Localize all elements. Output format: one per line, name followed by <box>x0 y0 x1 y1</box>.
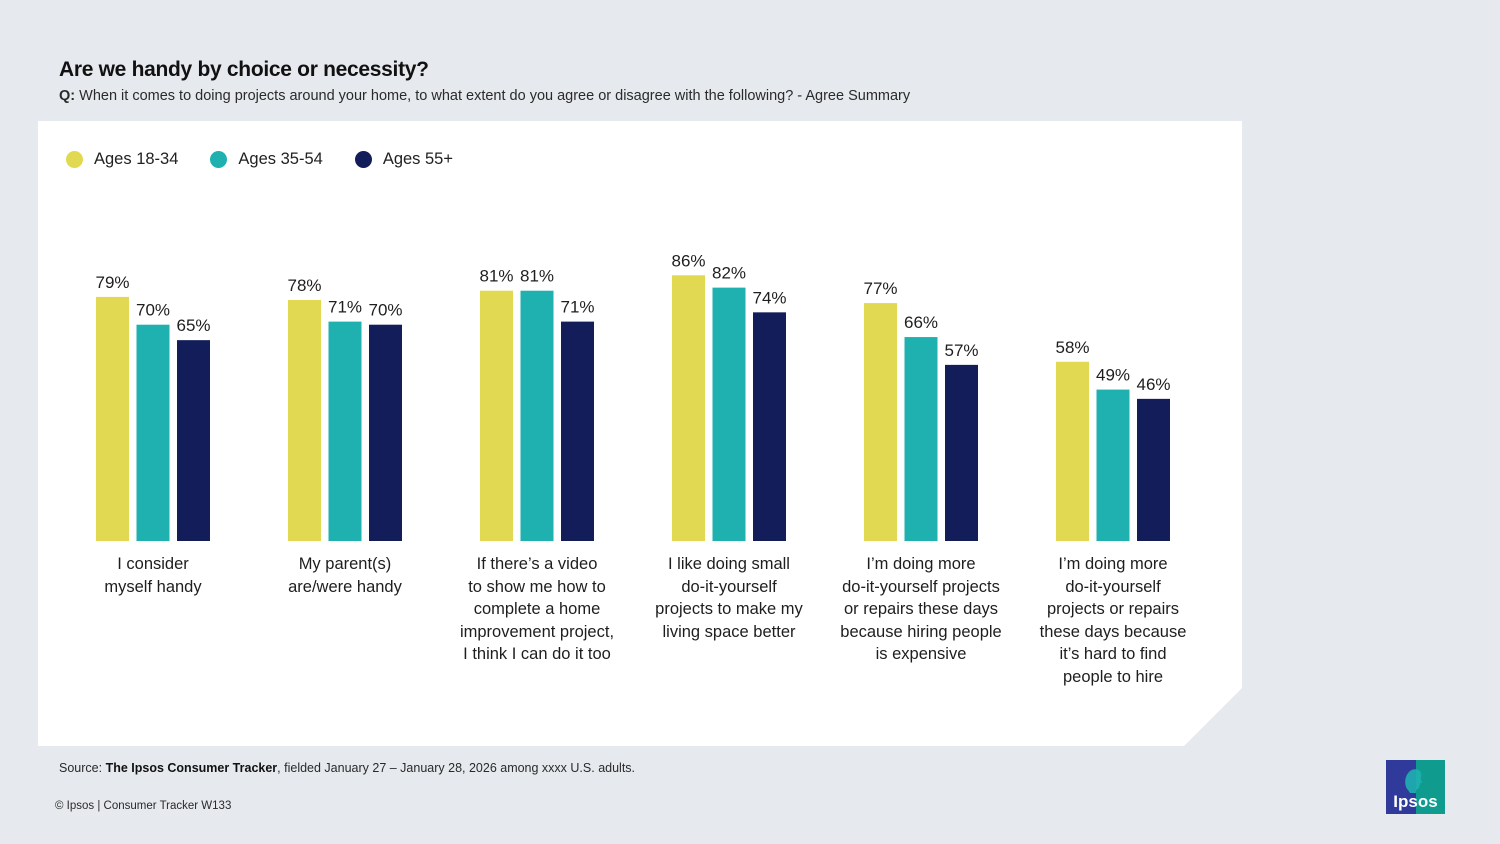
bar-ages-35-54-cat-5 <box>904 337 938 541</box>
bar-ages-18-34-cat-3 <box>480 290 513 541</box>
legend-swatch-ages-18-34 <box>66 151 83 168</box>
data-label: 46% <box>1136 375 1170 394</box>
chart-panel <box>38 121 1242 746</box>
category-label-2: My parent(s) are/were handy <box>288 555 402 596</box>
data-label: 70% <box>136 301 170 320</box>
source-name: The Ipsos Consumer Tracker <box>105 761 278 775</box>
data-label: 71% <box>560 298 594 317</box>
ipsos-logo: Ipsos <box>1386 760 1445 814</box>
bar-ages-35-54-cat-2 <box>328 321 362 541</box>
bar-ages-55-cat-1 <box>177 340 210 541</box>
logo-text: Ipsos <box>1393 792 1437 811</box>
data-label: 66% <box>904 313 938 332</box>
bar-ages-35-54-cat-1 <box>136 324 170 541</box>
data-label: 49% <box>1096 366 1130 385</box>
source-note: Source: The Ipsos Consumer Tracker, fiel… <box>59 761 635 775</box>
category-label-6: I’m doing more do-it-yourself projects o… <box>1039 555 1187 686</box>
chart-legend: Ages 18-34 Ages 35-54 Ages 55+ <box>66 150 453 169</box>
bar-ages-18-34-cat-1 <box>96 296 129 541</box>
category-label-1: I consider myself handy <box>104 555 202 596</box>
bar-ages-35-54-cat-6 <box>1096 389 1130 541</box>
data-label: 81% <box>520 267 554 286</box>
bar-ages-55-cat-3 <box>561 321 594 541</box>
data-label: 86% <box>671 251 705 270</box>
data-label: 78% <box>287 276 321 295</box>
survey-question: Q: When it comes to doing projects aroun… <box>59 88 910 104</box>
legend-item-ages-35-54: Ages 35-54 <box>210 150 323 169</box>
bar-ages-18-34-cat-2 <box>288 299 321 541</box>
bar-ages-18-34-cat-5 <box>864 303 897 541</box>
data-label: 65% <box>176 316 210 335</box>
legend-label: Ages 18-34 <box>94 150 179 168</box>
question-text: When it comes to doing projects around y… <box>79 88 911 104</box>
bar-ages-18-34-cat-4 <box>672 275 705 541</box>
legend-swatch-ages-55-plus <box>354 151 372 168</box>
legend-label: Ages 55+ <box>382 150 453 168</box>
copyright-note: © Ipsos | Consumer Tracker W133 <box>55 800 232 812</box>
data-label: 82% <box>712 264 746 283</box>
data-label: 79% <box>95 273 129 292</box>
data-label: 57% <box>944 341 978 360</box>
source-detail: , fielded January 27 – January 28, 2026 … <box>277 761 636 775</box>
category-label-5: I’m doing more do-it-yourself projects o… <box>840 555 1002 664</box>
data-label: 81% <box>479 267 513 286</box>
bar-ages-55-cat-2 <box>369 324 402 541</box>
data-label: 77% <box>863 279 897 298</box>
data-label: 71% <box>328 298 362 317</box>
bar-ages-35-54-cat-3 <box>520 290 554 541</box>
data-label: 58% <box>1055 338 1089 357</box>
legend-item-ages-18-34: Ages 18-34 <box>66 150 178 169</box>
legend-swatch-ages-35-54 <box>210 151 228 168</box>
legend-label: Ages 35-54 <box>238 150 323 168</box>
bar-ages-18-34-cat-6 <box>1056 361 1089 541</box>
bar-ages-55-cat-6 <box>1137 398 1170 541</box>
category-label-3: If there’s a video to show me how to com… <box>459 555 615 664</box>
source-prefix: Source: <box>59 761 103 775</box>
data-label: 74% <box>752 288 786 307</box>
question-prefix: Q: <box>59 88 76 104</box>
data-label: 70% <box>368 301 402 320</box>
page-title: Are we handy by choice or necessity? <box>59 58 429 81</box>
category-label-4: I like doing small do-it-yourself projec… <box>655 555 803 641</box>
bar-ages-55-cat-4 <box>753 312 786 541</box>
bar-ages-35-54-cat-4 <box>712 287 746 541</box>
bar-ages-55-cat-5 <box>945 364 978 541</box>
legend-item-ages-55-plus: Ages 55+ <box>354 150 453 169</box>
